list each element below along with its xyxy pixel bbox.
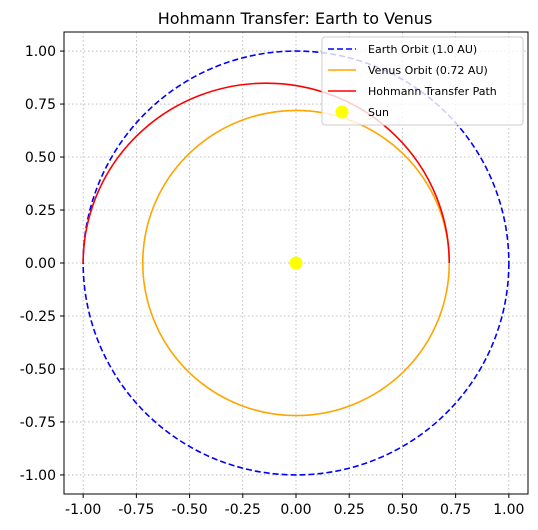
y-tick-label: 0.75 <box>25 97 56 113</box>
x-tick-label: -0.25 <box>225 502 261 518</box>
legend-label: Sun <box>368 106 389 119</box>
chart-title: Hohmann Transfer: Earth to Venus <box>158 9 433 28</box>
x-tick-label: -0.50 <box>171 502 207 518</box>
y-tick-label: -0.75 <box>20 415 56 431</box>
y-tick-label: 0.25 <box>25 203 56 219</box>
axis-ticks: -1.00 -0.75 -0.50 -0.25 0.00 0.25 0.50 0.75 1.00… <box>20 44 525 518</box>
sun-marker <box>289 256 303 270</box>
y-tick-label: -0.25 <box>20 309 56 325</box>
y-tick-label: -1.00 <box>20 468 56 484</box>
legend: Earth Orbit (1.0 AU) Venus Orbit (0.72 AU… <box>321 36 524 126</box>
legend-label: Venus Orbit (0.72 AU) <box>368 64 488 77</box>
transfer-path <box>82 82 451 264</box>
legend-label: Earth Orbit (1.0 AU) <box>368 43 477 56</box>
y-tick-label: 1.00 <box>25 44 56 60</box>
y-tick-label: 0.00 <box>25 256 56 272</box>
x-tick-label: -1.00 <box>65 502 101 518</box>
x-tick-label: 0.50 <box>387 502 418 518</box>
x-tick-label: 0.75 <box>440 502 471 518</box>
legend-marker-sun <box>335 105 349 119</box>
y-tick-label: 0.50 <box>25 150 56 166</box>
x-tick-label: 0.25 <box>334 502 365 518</box>
x-tick-label: -0.75 <box>118 502 154 518</box>
legend-label: Hohmann Transfer Path <box>368 85 497 98</box>
plot-series <box>82 50 510 476</box>
legend-box <box>321 36 524 126</box>
x-tick-label: 0.00 <box>280 502 311 518</box>
y-tick-label: -0.50 <box>20 362 56 378</box>
x-tick-label: 1.00 <box>493 502 524 518</box>
